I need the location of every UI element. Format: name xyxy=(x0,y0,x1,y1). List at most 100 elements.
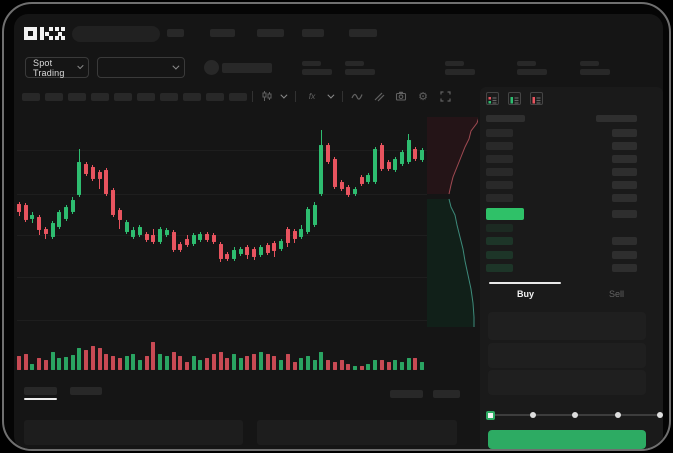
buy-submit-button[interactable] xyxy=(488,430,646,449)
candle xyxy=(124,222,129,232)
bottom-tab-orders[interactable] xyxy=(24,387,57,395)
ask-price-placeholder[interactable] xyxy=(486,155,513,163)
book-bids-only-icon[interactable] xyxy=(508,92,521,105)
timeframe-button-placeholder[interactable] xyxy=(183,93,201,101)
timeframe-button-placeholder[interactable] xyxy=(68,93,86,101)
candle xyxy=(84,164,89,174)
candle xyxy=(359,177,364,184)
line-overlay-icon[interactable] xyxy=(350,89,364,103)
volume-bar xyxy=(285,354,290,370)
candle xyxy=(211,235,216,242)
candle xyxy=(420,150,425,160)
candle xyxy=(406,140,411,162)
bottom-action-placeholder[interactable] xyxy=(433,390,460,398)
bid-price-placeholder[interactable] xyxy=(486,250,513,259)
volume-bar xyxy=(319,352,324,370)
bid-price-placeholder[interactable] xyxy=(486,264,513,273)
volume-bar xyxy=(191,356,196,370)
tab-sell[interactable]: Sell xyxy=(608,289,624,299)
timeframe-button-placeholder[interactable] xyxy=(22,93,40,101)
candle xyxy=(373,149,378,182)
candle xyxy=(332,159,337,187)
bottom-action-placeholder[interactable] xyxy=(390,390,423,398)
volume-bar xyxy=(225,358,230,370)
orderbook-header-amount xyxy=(596,115,637,122)
timeframe-button-placeholder[interactable] xyxy=(206,93,224,101)
candle xyxy=(131,230,136,237)
volume-bar xyxy=(64,357,69,370)
slider-stop-dot[interactable] xyxy=(529,412,536,418)
ask-amount-placeholder xyxy=(612,129,637,137)
candle xyxy=(279,241,284,249)
book-asks-only-icon[interactable] xyxy=(530,92,543,105)
bid-amount-placeholder xyxy=(612,250,637,259)
chevron-down-icon[interactable] xyxy=(327,91,335,99)
orderbook xyxy=(480,87,663,287)
fullscreen-icon[interactable] xyxy=(438,89,452,103)
timeframe-button-placeholder[interactable] xyxy=(137,93,155,101)
indicators-fx-icon[interactable]: fx xyxy=(308,91,316,101)
volume-bar xyxy=(77,348,82,370)
timeframe-button-placeholder[interactable] xyxy=(160,93,178,101)
candle xyxy=(245,247,250,255)
timeframe-button-placeholder[interactable] xyxy=(45,93,63,101)
ask-price-placeholder[interactable] xyxy=(486,168,513,176)
pair-selector-dropdown[interactable] xyxy=(97,57,185,78)
volume-bar xyxy=(373,360,378,370)
nav-item-placeholder[interactable] xyxy=(210,29,235,37)
divider xyxy=(295,90,296,102)
volume-bar xyxy=(258,352,263,370)
market-type-dropdown[interactable]: Spot Trading xyxy=(25,57,89,78)
candle-wick xyxy=(99,170,101,189)
ask-price-placeholder[interactable] xyxy=(486,194,513,202)
stat-value-placeholder xyxy=(302,69,332,75)
volume-bar xyxy=(400,362,405,370)
timeframe-button-placeholder[interactable] xyxy=(114,93,132,101)
volume-bar xyxy=(90,346,95,370)
last-price-highlight[interactable] xyxy=(486,208,524,220)
nav-item-placeholder[interactable] xyxy=(167,29,184,37)
chevron-down-icon[interactable] xyxy=(280,91,288,99)
nav-item-placeholder[interactable] xyxy=(349,29,377,37)
slider-stop-dot[interactable] xyxy=(572,412,578,418)
nav-item-placeholder[interactable] xyxy=(302,29,324,37)
slider-handle[interactable] xyxy=(485,410,495,420)
bid-price-placeholder[interactable] xyxy=(486,224,513,232)
tab-buy[interactable]: Buy xyxy=(516,289,534,299)
bid-price-placeholder[interactable] xyxy=(486,237,513,246)
volume-bar xyxy=(305,356,310,370)
trade-sidebar: Buy Sell xyxy=(480,87,663,449)
candle xyxy=(164,230,169,235)
volume-bar xyxy=(205,358,210,370)
candle xyxy=(97,172,102,179)
ask-price-placeholder[interactable] xyxy=(486,142,513,150)
slider-stop-dot[interactable] xyxy=(614,412,621,418)
candlestick-style-icon[interactable] xyxy=(260,89,274,103)
snapshot-camera-icon[interactable] xyxy=(394,89,408,103)
amount-input[interactable] xyxy=(488,343,646,368)
volume-bar xyxy=(37,358,42,370)
orders-table-placeholder xyxy=(24,420,243,445)
book-combined-icon[interactable] xyxy=(486,92,499,105)
candlestick-chart[interactable] xyxy=(17,117,427,332)
volume-bar xyxy=(353,366,357,370)
okx-logo[interactable] xyxy=(24,26,66,42)
slider-stop-dot[interactable] xyxy=(657,412,663,418)
total-input[interactable] xyxy=(488,370,646,395)
search-input[interactable] xyxy=(72,26,160,42)
volume-bar xyxy=(359,366,364,370)
buy-tab-indicator xyxy=(489,282,561,284)
volume-bar xyxy=(292,362,297,370)
bottom-tab-history[interactable] xyxy=(70,387,102,395)
ask-price-placeholder[interactable] xyxy=(486,129,513,137)
price-input[interactable] xyxy=(488,312,646,340)
settings-gear-icon[interactable]: ⚙ xyxy=(418,90,428,103)
stat-label-placeholder xyxy=(580,61,599,66)
timeframe-button-placeholder[interactable] xyxy=(91,93,109,101)
ask-price-placeholder[interactable] xyxy=(486,181,513,189)
draw-tools-icon[interactable] xyxy=(372,89,386,103)
candle xyxy=(17,204,21,212)
gridline xyxy=(17,150,427,151)
timeframe-button-placeholder[interactable] xyxy=(229,93,247,101)
nav-item-placeholder[interactable] xyxy=(257,29,284,37)
